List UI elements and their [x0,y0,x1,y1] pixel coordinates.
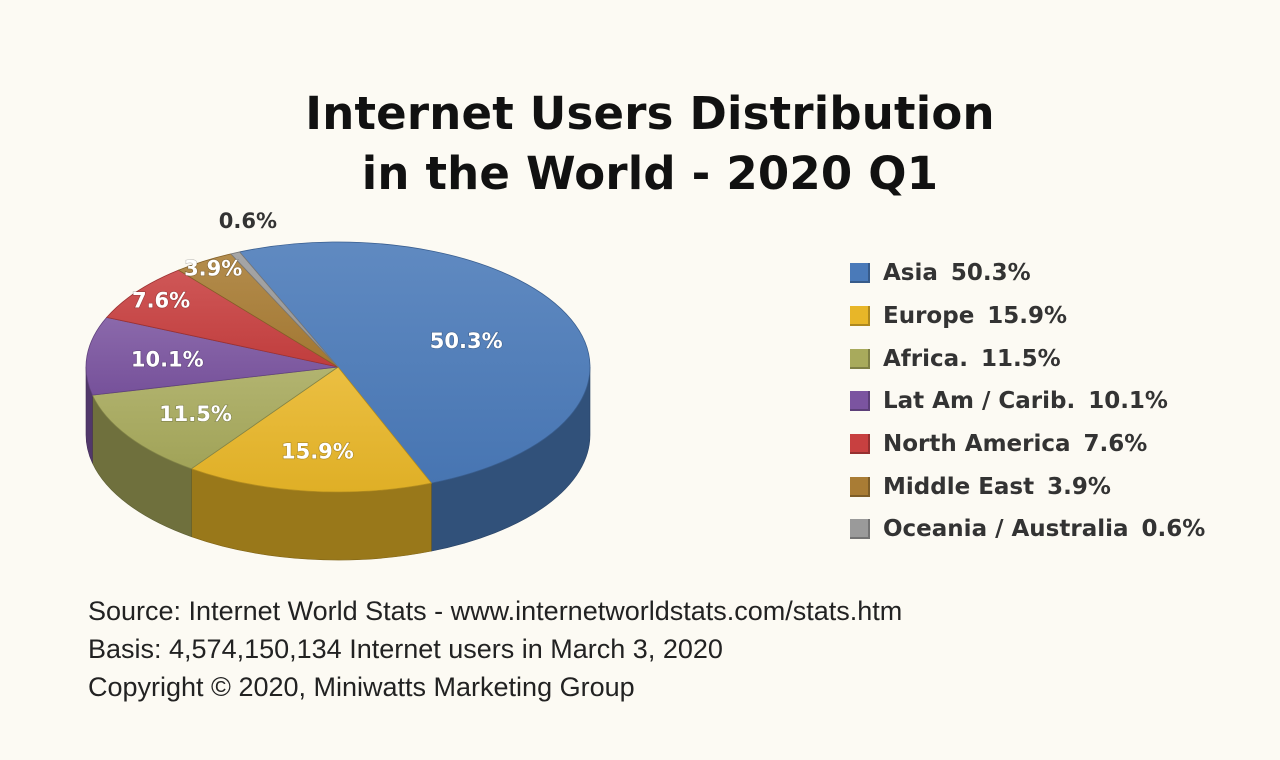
copyright-line: Copyright © 2020, Miniwatts Marketing Gr… [88,672,635,702]
legend-item-africa: Africa. 11.5% [850,337,1205,380]
chart-title-line-1: Internet Users Distribution [305,87,995,140]
pie-slice-africa [91,366,339,470]
pie-slice-lat-am-carib [85,316,339,396]
slice-label-asia: 50.3% [430,329,503,353]
legend-region-value: 7.6% [1083,431,1148,458]
pie-slice-europe [190,366,433,493]
legend-region-value: 15.9% [987,303,1068,330]
legend-item-asia: Asia 50.3% [850,252,1205,295]
legend-region-value: 3.9% [1047,473,1111,500]
legend-region-name: Africa. [883,345,968,372]
legend-label-europe: Europe 15.9% [883,303,1067,329]
slice-label-africa: 11.5% [159,402,232,426]
source-line: Source: Internet World Stats - www.inter… [88,596,903,626]
legend-region-value: 0.6% [1141,516,1206,543]
slice-label-oceania-australia: 0.6% [219,209,277,233]
legend-label-middle-east: Middle East 3.9% [883,474,1111,500]
pie-chart: 50.3% 15.9% 11.5% 10.1% 7.6% 3.9% 0.6% [85,209,591,561]
legend-label-oceania-australia: Oceania / Australia 0.6% [883,516,1205,542]
legend-swatch-north-america [850,434,870,455]
legend-item-middle-east: Middle East 3.9% [850,465,1205,508]
legend-item-oceania-australia: Oceania / Australia 0.6% [850,508,1205,551]
legend-swatch-europe [850,306,870,327]
legend-item-europe: Europe 15.9% [850,295,1205,338]
legend-swatch-oceania-australia [850,519,870,540]
source-notes: Source: Internet World Stats - www.inter… [88,592,902,706]
pie-slice-north-america [105,269,339,368]
legend-region-value: 50.3% [950,260,1031,287]
legend-region-value: 10.1% [1088,388,1168,415]
legend-region-name: Middle East [883,473,1035,500]
basis-line: Basis: 4,574,150,134 Internet users in M… [88,634,723,664]
slice-label-north-america: 7.6% [132,289,190,313]
pie-sides [85,366,591,561]
legend-swatch-middle-east [850,476,870,497]
pie-slice-oceania-australia [230,251,339,368]
legend-swatch-lat-am-carib [850,391,870,412]
slice-label-lat-am-carib: 10.1% [131,347,204,371]
pie-slice-asia [238,241,591,484]
legend-label-lat-am-carib: Lat Am / Carib. 10.1% [883,388,1168,414]
legend-region-value: 11.5% [980,345,1061,372]
legend-item-north-america: North America 7.6% [850,423,1205,466]
legend-region-name: Europe [883,303,975,330]
legend-label-africa: Africa. 11.5% [883,346,1061,372]
chart-title-line-2: in the World - 2020 Q1 [361,147,939,200]
slice-label-middle-east: 3.9% [184,257,242,281]
legend-item-lat-am-carib: Lat Am / Carib. 10.1% [850,380,1205,423]
pie-labels: 50.3% 15.9% 11.5% 10.1% 7.6% 3.9% 0.6% [130,209,503,464]
legend: Asia 50.3% Europe 15.9% Africa. 11.5% Lat Am /… [850,252,1205,551]
chart-title: Internet Users Distribution in the World… [0,84,1280,204]
slice-label-europe: 15.9% [281,439,354,463]
pie-tops [85,241,591,493]
legend-label-asia: Asia 50.3% [883,260,1031,286]
legend-swatch-africa [850,348,870,369]
legend-label-north-america: North America 7.6% [883,431,1147,457]
legend-region-name: Lat Am / Carib. [883,388,1076,415]
legend-region-name: Asia [883,260,938,287]
legend-region-name: Oceania / Australia [883,516,1129,543]
legend-region-name: North America [883,431,1071,458]
legend-swatch-asia [850,263,870,284]
